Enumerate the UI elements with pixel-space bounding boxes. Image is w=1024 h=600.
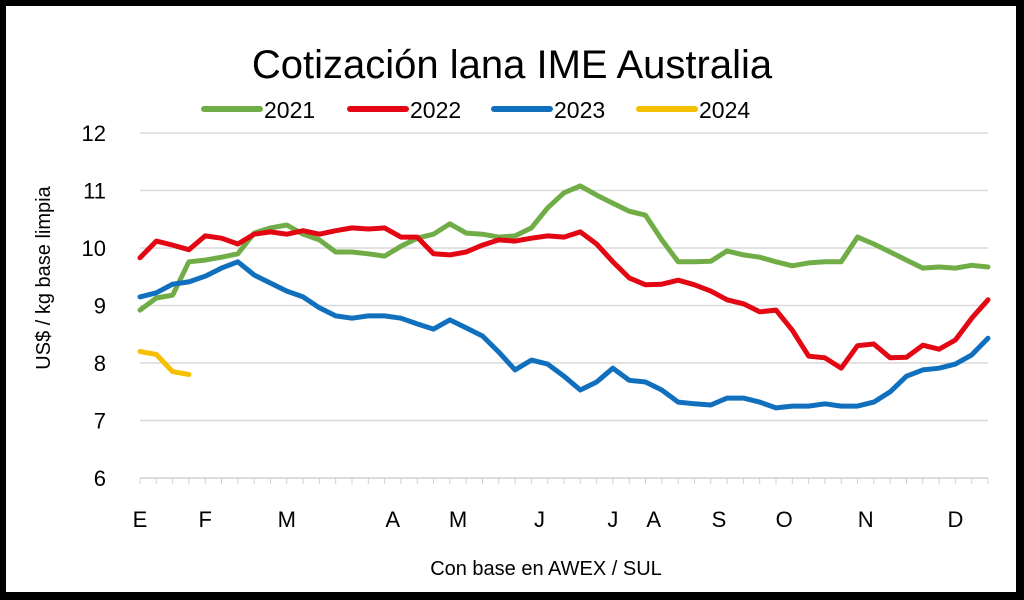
x-tick-label: N: [858, 507, 874, 532]
x-tick-label: M: [278, 507, 296, 532]
x-tick-label: D: [947, 507, 963, 532]
x-tick-label: A: [646, 507, 661, 532]
gridlines: [140, 132, 988, 479]
series-line-2024: [137, 349, 192, 377]
y-tick-label: 7: [94, 409, 106, 434]
series-line-2022: [137, 225, 991, 371]
line-chart: Cotización lana IME Australia 2021 2022 20…: [33, 43, 991, 580]
y-axis-ticks: 6 7 8 9 10 11 12: [82, 121, 106, 491]
y-tick-label: 8: [94, 351, 106, 376]
x-tick-label: O: [776, 507, 793, 532]
chart-frame: Cotización lana IME Australia 2021 2022 20…: [6, 6, 1016, 592]
x-tick-label: A: [385, 507, 400, 532]
x-tick-label: M: [449, 507, 467, 532]
x-tick-label: J: [534, 507, 545, 532]
legend-label-2021: 2021: [264, 97, 315, 123]
y-tick-label: 9: [94, 294, 106, 319]
y-tick-label: 10: [82, 236, 106, 261]
y-tick-label: 11: [83, 179, 106, 204]
x-axis-title: Con base en AWEX / SUL: [430, 558, 662, 580]
x-tick-label: E: [133, 507, 148, 532]
legend: 2021 2022 2023 2024: [201, 97, 750, 123]
y-tick-label: 12: [82, 121, 106, 146]
x-tick-label: S: [712, 507, 727, 532]
x-tick-label: F: [199, 507, 212, 532]
legend-label-2023: 2023: [554, 97, 605, 123]
legend-label-2024: 2024: [699, 97, 750, 123]
series-line-2021: [137, 183, 991, 313]
x-tick-label: J: [607, 507, 618, 532]
series-line-2023: [137, 259, 991, 411]
legend-label-2022: 2022: [410, 97, 461, 123]
y-axis-title: US$ / kg base limpia: [33, 185, 55, 369]
series-lines: [137, 183, 991, 411]
y-tick-label: 6: [94, 466, 106, 491]
chart-title: Cotización lana IME Australia: [252, 43, 773, 87]
